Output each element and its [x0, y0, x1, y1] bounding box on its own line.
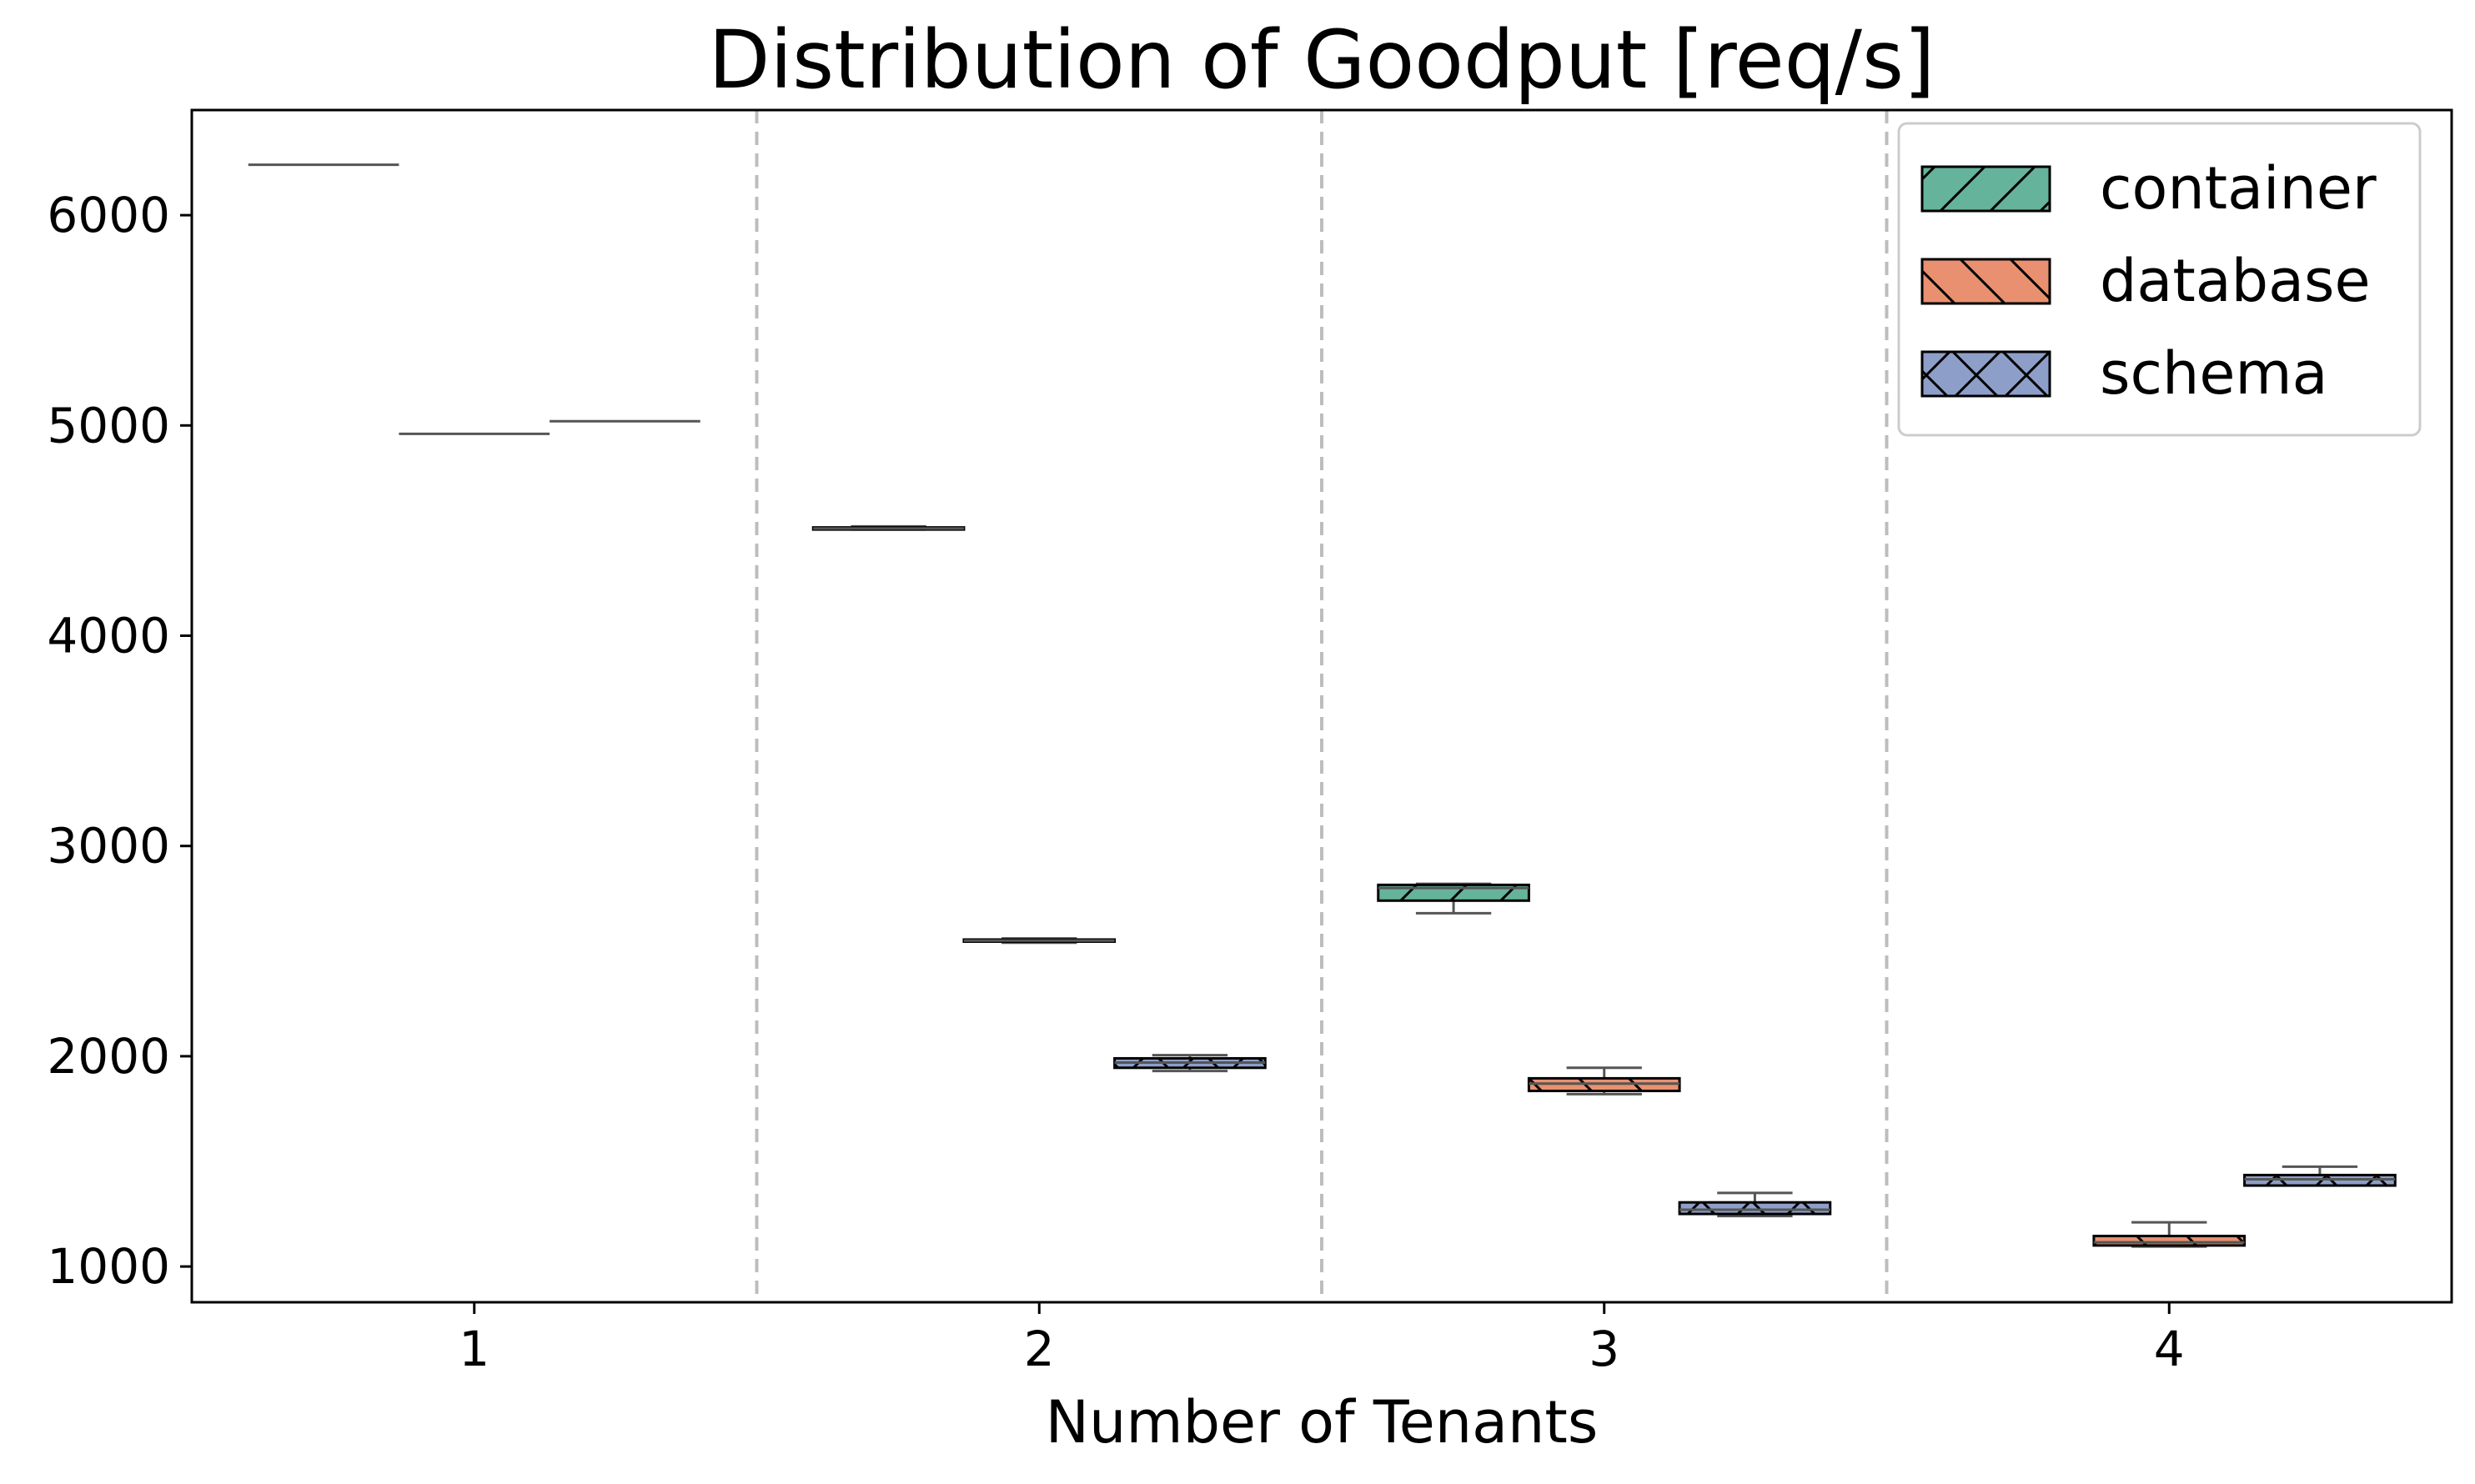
plot-area-frame — [190, 108, 2453, 1304]
y-tick-label: 1000 — [47, 1238, 170, 1295]
y-tick-label: 4000 — [47, 608, 170, 664]
box-database-3 — [1527, 1066, 1681, 1095]
y-tick-label: 3000 — [47, 818, 170, 875]
legend-swatch — [1920, 258, 2051, 305]
box-series — [248, 163, 2397, 1248]
legend-label: schema — [2100, 339, 2327, 408]
box-database-2 — [962, 937, 1117, 945]
chart-title: Distribution of Goodput [req/s] — [709, 13, 1935, 107]
legend-label: container — [2100, 154, 2377, 223]
x-tick-label: 4 — [2154, 1321, 2185, 1377]
x-axis-label: Number of Tenants — [1046, 1388, 1599, 1456]
y-tick-label: 5000 — [47, 397, 170, 454]
box-body — [1678, 1201, 1832, 1216]
legend-swatch — [1920, 350, 2051, 398]
box-container-2 — [811, 524, 966, 531]
box-schema-2 — [1113, 1054, 1267, 1073]
group-separators — [755, 110, 1889, 1302]
box-container-3 — [1377, 882, 1530, 915]
box-schema-3 — [1678, 1191, 1832, 1218]
y-tick-label: 2000 — [47, 1028, 170, 1085]
box-body — [2092, 1235, 2247, 1247]
x-tick-label: 1 — [459, 1321, 489, 1377]
legend-label: database — [2100, 247, 2371, 315]
x-tick-label: 2 — [1024, 1321, 1055, 1377]
box-schema-4 — [2243, 1165, 2397, 1187]
legend-item-container: container — [1920, 154, 2377, 223]
x-axis: 1 2 3 4 — [459, 1302, 2185, 1377]
legend-item-database: database — [1920, 247, 2371, 315]
legend-item-schema: schema — [1920, 339, 2327, 408]
legend: container database schema — [1897, 122, 2422, 437]
y-tick-label: 6000 — [47, 187, 170, 243]
y-axis: 1000 2000 3000 4000 5000 6000 — [47, 187, 192, 1295]
box-database-4 — [2092, 1221, 2247, 1248]
legend-swatch — [1920, 165, 2051, 213]
x-tick-label: 3 — [1589, 1321, 1619, 1377]
